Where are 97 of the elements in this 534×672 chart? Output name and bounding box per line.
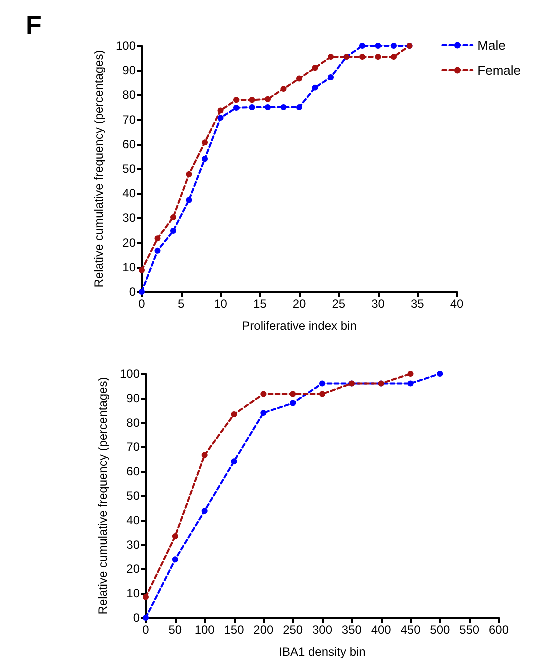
point xyxy=(408,371,414,377)
point xyxy=(290,400,296,406)
x-tick-label: 25 xyxy=(332,297,346,311)
point xyxy=(218,108,224,114)
x-tick-label: 15 xyxy=(253,297,268,311)
y-tick-label: 30 xyxy=(122,211,136,226)
point xyxy=(202,156,208,162)
point xyxy=(290,391,296,398)
point xyxy=(231,412,238,418)
y-axis-title: Relative cumulative frequency (percentages) xyxy=(92,50,106,288)
point xyxy=(375,43,382,49)
point xyxy=(408,380,414,387)
point xyxy=(249,104,256,110)
point xyxy=(265,96,271,102)
x-axis-title: Proliferative index bin xyxy=(242,319,357,333)
point xyxy=(186,197,192,204)
y-tick-label: 90 xyxy=(126,391,140,406)
x-tick-label: 100 xyxy=(194,623,216,637)
x-tick-label: 200 xyxy=(254,623,274,637)
point xyxy=(170,214,176,220)
y-axis-title: Relative cumulative frequency (percentages) xyxy=(96,377,110,615)
point xyxy=(296,76,302,82)
x-tick-label: 350 xyxy=(342,623,362,637)
x-tick-label: 30 xyxy=(372,297,386,311)
point xyxy=(249,97,256,104)
x-axis-title: IBA1 density bin xyxy=(279,645,366,659)
point xyxy=(280,86,287,92)
point xyxy=(172,556,178,563)
y-tick-label: 40 xyxy=(122,186,136,201)
x-tick-label: 20 xyxy=(292,297,306,311)
point xyxy=(170,228,176,234)
y-tick-label: 0 xyxy=(129,285,136,299)
point xyxy=(231,458,238,465)
legend-label: Male xyxy=(478,38,506,53)
point xyxy=(312,65,318,72)
point xyxy=(202,452,208,458)
point xyxy=(234,104,240,111)
point xyxy=(202,140,208,146)
x-tick-label: 500 xyxy=(430,623,450,637)
point xyxy=(391,54,397,60)
point xyxy=(218,115,224,122)
point xyxy=(360,43,366,49)
x-tick-label: 5 xyxy=(178,297,186,311)
point xyxy=(328,54,334,60)
point xyxy=(312,84,318,91)
x-tick-label: 150 xyxy=(224,623,245,637)
y-tick-label: 80 xyxy=(126,416,140,430)
x-tick-label: 550 xyxy=(460,623,480,637)
y-tick-label: 100 xyxy=(116,39,136,53)
point xyxy=(320,380,326,387)
y-tick-label: 0 xyxy=(133,611,140,625)
point xyxy=(186,171,192,178)
point xyxy=(360,54,366,60)
y-tick-label: 40 xyxy=(126,513,140,528)
x-tick-label: 600 xyxy=(488,623,510,637)
y-tick-label: 20 xyxy=(126,562,140,576)
x-tick-label: 35 xyxy=(410,297,425,311)
x-tick-label: 400 xyxy=(371,623,392,637)
point xyxy=(172,534,178,540)
point xyxy=(437,371,444,377)
point xyxy=(143,594,149,600)
x-tick-label: 300 xyxy=(312,623,333,637)
point xyxy=(260,391,267,398)
legend-label: Female xyxy=(478,63,522,78)
y-tick-label: 70 xyxy=(126,440,140,454)
y-tick-label: 10 xyxy=(126,586,140,601)
x-tick-label: 40 xyxy=(450,297,464,311)
point xyxy=(296,104,302,110)
x-tick-label: 10 xyxy=(214,297,228,311)
y-tick-label: 50 xyxy=(126,489,140,503)
y-tick-label: 90 xyxy=(122,64,136,78)
point xyxy=(139,267,145,274)
point xyxy=(328,74,334,80)
y-tick-label: 80 xyxy=(122,88,136,102)
x-tick-label: 50 xyxy=(168,623,182,637)
y-tick-label: 30 xyxy=(126,538,140,552)
point xyxy=(154,248,161,254)
point xyxy=(320,391,326,398)
x-tick-label: 250 xyxy=(283,623,304,637)
point xyxy=(391,43,397,49)
point xyxy=(280,104,287,110)
x-tick-label: 0 xyxy=(142,623,150,637)
point xyxy=(202,508,208,514)
y-tick-label: 50 xyxy=(122,162,136,176)
text: F xyxy=(26,10,42,40)
point xyxy=(260,410,267,416)
x-tick-label: 450 xyxy=(400,623,422,637)
y-tick-label: 100 xyxy=(120,367,140,381)
y-tick-label: 60 xyxy=(126,464,140,479)
point xyxy=(234,97,240,104)
y-tick-label: 60 xyxy=(122,137,136,152)
point xyxy=(375,54,382,60)
point xyxy=(265,104,271,110)
y-tick-label: 70 xyxy=(122,112,136,127)
point xyxy=(154,236,161,242)
y-tick-label: 20 xyxy=(122,236,136,250)
y-tick-label: 10 xyxy=(122,260,136,274)
